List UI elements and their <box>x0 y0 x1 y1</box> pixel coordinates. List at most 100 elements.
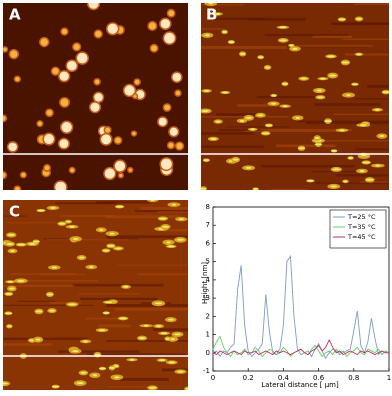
afm-streak <box>201 145 264 148</box>
afm-spot <box>17 243 26 246</box>
afm-streak <box>106 386 153 388</box>
afm-streak <box>315 181 389 184</box>
afm-spot <box>165 337 170 340</box>
legend-label: T=45 °C <box>347 233 376 241</box>
afm-spot <box>76 382 84 385</box>
afm-spot <box>295 116 300 119</box>
afm-spot <box>88 3 99 9</box>
afm-streak <box>71 283 164 287</box>
afm-spot <box>17 279 25 282</box>
afm-streak <box>137 273 188 276</box>
afm-spot <box>178 218 184 221</box>
afm-spot <box>59 71 69 81</box>
afm-streak <box>162 368 188 372</box>
afm-spot <box>356 17 362 20</box>
afm-spot <box>215 120 221 123</box>
afm-spot <box>374 108 380 111</box>
afm-spot <box>298 147 305 150</box>
afm-spot <box>90 102 100 112</box>
afm-streak <box>43 238 77 240</box>
afm-spot <box>351 83 359 86</box>
afm-streak <box>225 126 290 128</box>
afm-spot <box>320 77 326 80</box>
afm-spot <box>67 60 77 71</box>
afm-streak <box>333 113 389 115</box>
afm-streak <box>257 95 328 99</box>
afm-spot <box>339 129 345 132</box>
afm-spot <box>271 94 276 97</box>
afm-spot <box>257 56 264 59</box>
afm-streak <box>152 328 188 332</box>
data-line <box>212 338 389 356</box>
afm-streak <box>355 98 389 100</box>
afm-spot <box>132 131 136 136</box>
afm-spot <box>69 225 75 228</box>
afm-streak <box>49 301 81 305</box>
afm-spot <box>95 30 102 38</box>
afm-streak <box>276 144 336 148</box>
afm-spot <box>162 225 169 228</box>
afm-streak <box>105 215 181 219</box>
afm-streak <box>12 279 99 282</box>
y-tick-label: -1 <box>203 367 210 375</box>
afm-spot <box>306 179 314 182</box>
afm-spot <box>3 47 7 52</box>
afm-streak <box>17 300 56 302</box>
afm-spot <box>329 74 337 77</box>
afm-spot <box>60 98 69 107</box>
afm-spot <box>52 67 59 75</box>
legend-label: T=25 °C <box>347 213 376 221</box>
afm-streak <box>114 307 188 311</box>
afm-streak <box>87 353 186 356</box>
afm-spot <box>114 376 120 379</box>
afm-streak <box>10 273 76 275</box>
afm-spot <box>102 311 110 314</box>
afm-spot <box>265 66 270 69</box>
y-tick-label: 3 <box>206 294 210 302</box>
afm-spot <box>94 93 103 102</box>
afm-streak <box>78 293 140 295</box>
afm-streak <box>213 17 265 20</box>
afm-spot <box>270 102 277 105</box>
afm-streak <box>332 22 389 25</box>
afm-spot <box>37 121 42 126</box>
afm-spot <box>346 94 351 97</box>
afm-spot <box>102 249 110 252</box>
afm-spot <box>129 358 135 361</box>
afm-spot <box>148 386 157 389</box>
afm-streak <box>106 339 188 342</box>
afm-spot <box>35 338 41 341</box>
afm-streak <box>3 284 75 287</box>
afm-spot <box>167 245 175 248</box>
afm-spot <box>114 160 126 172</box>
afm-spot <box>330 149 338 152</box>
afm-spot <box>32 240 40 243</box>
afm-spot <box>202 159 210 162</box>
afm-spot <box>8 287 15 290</box>
afm-spot <box>124 85 135 96</box>
afm-spot <box>168 318 174 321</box>
afm-spot <box>15 186 20 190</box>
afm-spot <box>356 53 362 56</box>
afm-spot <box>300 77 307 80</box>
afm-spot <box>160 158 172 170</box>
afm-spot <box>240 52 246 55</box>
afm-spot <box>168 361 176 364</box>
x-tick-label: 0.2 <box>243 374 254 382</box>
afm-spot <box>143 324 149 327</box>
afm-streak <box>106 304 188 307</box>
afm-spot <box>108 366 116 369</box>
afm-spot <box>10 50 18 58</box>
afm-spot <box>348 156 353 159</box>
panel-label: B <box>206 6 217 24</box>
afm-spot <box>359 124 367 127</box>
afm-spot <box>257 114 264 117</box>
afm-spot <box>160 332 168 335</box>
afm-spot <box>168 142 174 148</box>
y-tick-label: 7 <box>206 221 210 229</box>
afm-spot <box>250 128 255 131</box>
afm-spot <box>314 143 323 146</box>
afm-spot <box>35 310 43 313</box>
afm-spot <box>7 233 15 236</box>
afm-spot <box>317 96 324 99</box>
